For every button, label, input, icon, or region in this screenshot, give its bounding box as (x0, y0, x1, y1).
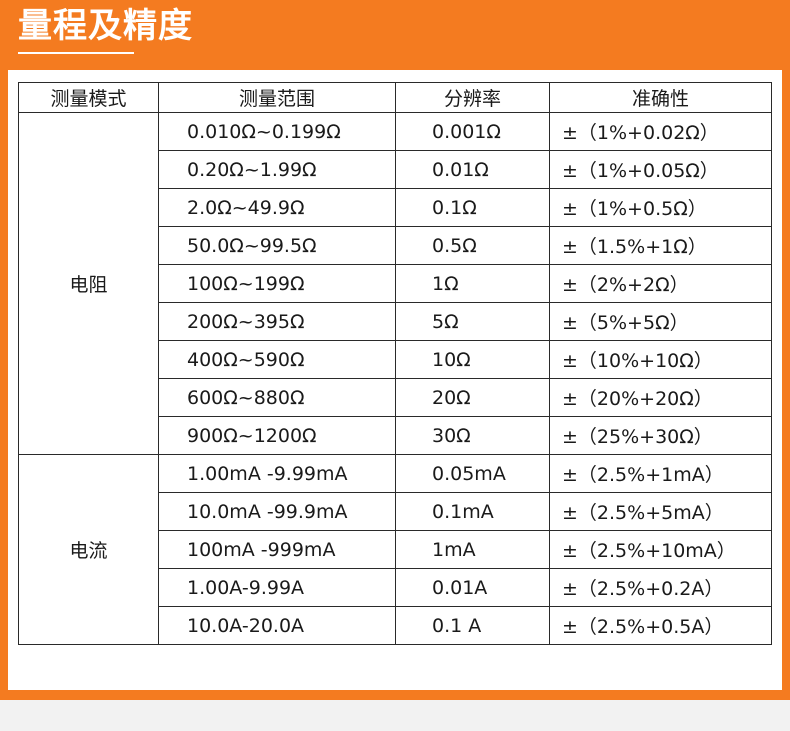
range-cell: 400Ω~590Ω (158, 340, 396, 379)
accuracy-cell: ±（2.5%+5mA） (549, 492, 772, 531)
table-row: 400Ω~590Ω 10Ω ±（10%+10Ω） (19, 340, 772, 379)
header-resolution: 分辨率 (395, 82, 550, 113)
table-row: 100Ω~199Ω 1Ω ±（2%+2Ω） (19, 264, 772, 303)
resolution-cell: 5Ω (395, 302, 550, 341)
table-body: 电阻 0.010Ω~0.199Ω 0.001Ω ±（1%+0.02Ω） 0.20… (18, 112, 772, 645)
header-accuracy: 准确性 (549, 82, 772, 113)
resolution-cell: 0.05mA (395, 454, 550, 493)
table-row: 50.0Ω~99.5Ω 0.5Ω ±（1.5%+1Ω） (19, 226, 772, 265)
resolution-cell: 0.1mA (395, 492, 550, 531)
table-row: 10.0mA -99.9mA 0.1mA ±（2.5%+5mA） (19, 492, 772, 531)
range-cell: 0.010Ω~0.199Ω (158, 112, 396, 151)
title-underline (18, 52, 134, 54)
accuracy-cell: ±（1%+0.02Ω） (549, 112, 772, 151)
accuracy-cell: ±（1%+0.5Ω） (549, 188, 772, 227)
header-range: 测量范围 (158, 82, 396, 113)
range-cell: 0.20Ω~1.99Ω (158, 150, 396, 189)
accuracy-cell: ±（2.5%+0.2A） (549, 568, 772, 607)
range-cell: 2.0Ω~49.9Ω (158, 188, 396, 227)
table-row: 2.0Ω~49.9Ω 0.1Ω ±（1%+0.5Ω） (19, 188, 772, 227)
mode-cell-resistance: 电阻 (18, 112, 159, 455)
table-row: 电流 1.00mA -9.99mA 0.05mA ±（2.5%+1mA） (18, 454, 772, 645)
page-title: 量程及精度 (18, 6, 193, 46)
range-cell: 10.0A-20.0A (158, 606, 396, 645)
table-row: 0.20Ω~1.99Ω 0.01Ω ±（1%+0.05Ω） (19, 150, 772, 189)
spec-table: 测量模式 测量范围 分辨率 准确性 电阻 0.010Ω~0.199Ω 0.001… (18, 82, 772, 645)
resolution-cell: 0.001Ω (395, 112, 550, 151)
range-cell: 1.00mA -9.99mA (158, 454, 396, 493)
table-row: 10.0A-20.0A 0.1 A ±（2.5%+0.5A） (19, 606, 772, 645)
accuracy-cell: ±（1.5%+1Ω） (549, 226, 772, 265)
accuracy-cell: ±（10%+10Ω） (549, 340, 772, 379)
resolution-cell: 30Ω (395, 416, 550, 455)
header-mode: 测量模式 (18, 82, 159, 113)
bottom-strip (0, 700, 790, 731)
table-row: 1.00A-9.99A 0.01A ±（2.5%+0.2A） (19, 568, 772, 607)
header-row: 测量模式 测量范围 分辨率 准确性 (18, 82, 772, 113)
range-cell: 600Ω~880Ω (158, 378, 396, 417)
range-cell: 200Ω~395Ω (158, 302, 396, 341)
resolution-cell: 1Ω (395, 264, 550, 303)
table-row: 900Ω~1200Ω 30Ω ±（25%+30Ω） (19, 416, 772, 455)
range-cell: 100mA -999mA (158, 530, 396, 569)
accuracy-cell: ±（1%+0.05Ω） (549, 150, 772, 189)
resolution-cell: 0.5Ω (395, 226, 550, 265)
accuracy-cell: ±（2%+2Ω） (549, 264, 772, 303)
accuracy-cell: ±（2.5%+1mA） (549, 454, 772, 493)
orange-frame: 量程及精度 测量模式 测量范围 分辨率 准确性 电阻 (0, 0, 790, 700)
resolution-cell: 20Ω (395, 378, 550, 417)
resolution-cell: 0.1 A (395, 606, 550, 645)
resolution-cell: 10Ω (395, 340, 550, 379)
table-header: 测量模式 测量范围 分辨率 准确性 (18, 82, 772, 113)
range-cell: 900Ω~1200Ω (158, 416, 396, 455)
table-row: 100mA -999mA 1mA ±（2.5%+10mA） (19, 530, 772, 569)
accuracy-cell: ±（2.5%+0.5A） (549, 606, 772, 645)
range-cell: 100Ω~199Ω (158, 264, 396, 303)
accuracy-cell: ±（5%+5Ω） (549, 302, 772, 341)
table-row: 200Ω~395Ω 5Ω ±（5%+5Ω） (19, 302, 772, 341)
accuracy-cell: ±（2.5%+10mA） (549, 530, 772, 569)
accuracy-cell: ±（25%+30Ω） (549, 416, 772, 455)
table-row: 电阻 0.010Ω~0.199Ω 0.001Ω ±（1%+0.02Ω） (18, 112, 772, 455)
resolution-cell: 1mA (395, 530, 550, 569)
resolution-cell: 0.01Ω (395, 150, 550, 189)
range-cell: 50.0Ω~99.5Ω (158, 226, 396, 265)
spec-panel: 测量模式 测量范围 分辨率 准确性 电阻 0.010Ω~0.199Ω 0.001… (8, 70, 782, 690)
table-row: 600Ω~880Ω 20Ω ±（20%+20Ω） (19, 378, 772, 417)
mode-cell-current: 电流 (18, 454, 159, 645)
resolution-cell: 0.01A (395, 568, 550, 607)
resolution-cell: 0.1Ω (395, 188, 550, 227)
range-cell: 10.0mA -99.9mA (158, 492, 396, 531)
accuracy-cell: ±（20%+20Ω） (549, 378, 772, 417)
range-cell: 1.00A-9.99A (158, 568, 396, 607)
